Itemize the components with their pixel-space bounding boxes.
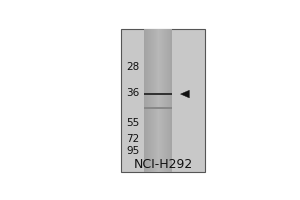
Bar [145, 93, 172, 95]
Bar [145, 107, 172, 109]
Bar [151, 29, 152, 172]
Bar [154, 29, 155, 172]
Bar [160, 29, 161, 172]
Bar [149, 29, 150, 172]
Text: 36: 36 [127, 88, 140, 98]
Text: 95: 95 [127, 146, 140, 156]
Bar [155, 29, 156, 172]
Text: 72: 72 [127, 134, 140, 144]
Bar [153, 29, 154, 172]
Bar [159, 29, 160, 172]
Bar [145, 29, 172, 172]
Bar [157, 29, 158, 172]
Bar [147, 29, 148, 172]
Text: NCI-H292: NCI-H292 [134, 158, 193, 171]
Polygon shape [181, 90, 189, 98]
Bar [156, 29, 157, 172]
Bar [164, 29, 165, 172]
Bar [171, 29, 172, 172]
Bar [121, 29, 205, 172]
Bar [165, 29, 166, 172]
Bar [170, 29, 171, 172]
Bar [169, 29, 170, 172]
Bar [145, 29, 146, 172]
Bar [167, 29, 168, 172]
Bar [148, 29, 149, 172]
Bar [158, 29, 159, 172]
Bar [163, 29, 164, 172]
Text: 55: 55 [127, 118, 140, 128]
Bar [162, 29, 163, 172]
Bar [166, 29, 167, 172]
Bar [146, 29, 147, 172]
Bar [169, 29, 170, 172]
Bar [152, 29, 153, 172]
Bar [161, 29, 162, 172]
Bar [150, 29, 151, 172]
Text: 28: 28 [127, 62, 140, 72]
Bar [168, 29, 169, 172]
